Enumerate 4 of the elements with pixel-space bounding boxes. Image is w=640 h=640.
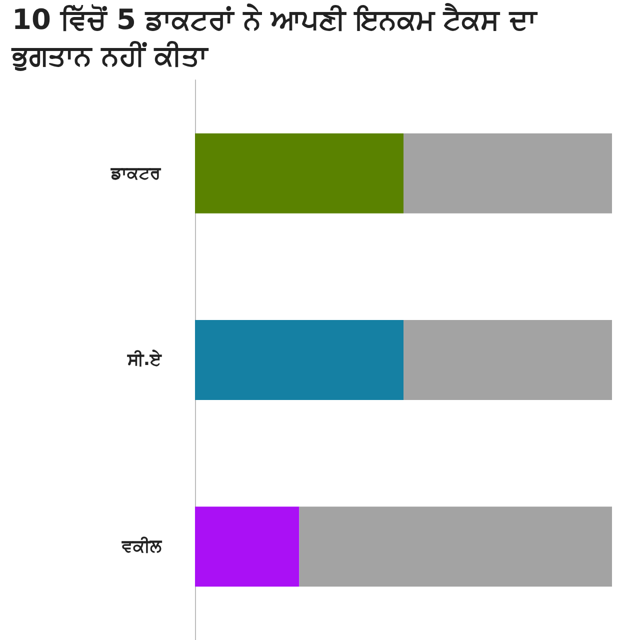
y-tick-label: ਡਾਕਟਰ: [110, 163, 162, 184]
chart-title: 10 ਵਿੱਚੋਂ 5 ਡਾਕਟਰਾਂ ਨੇ ਆਪਣੀ ਇਨਕਮ ਟੈਕਸ ਦਾ ਭੁਗਤਾਨ ਨਹੀਂ ਕੀਤਾ: [12, 2, 539, 74]
y-tick-label: ਸੀ.ਏ: [126, 349, 162, 370]
y-tick-label: ਵਕੀਲ: [121, 536, 163, 557]
